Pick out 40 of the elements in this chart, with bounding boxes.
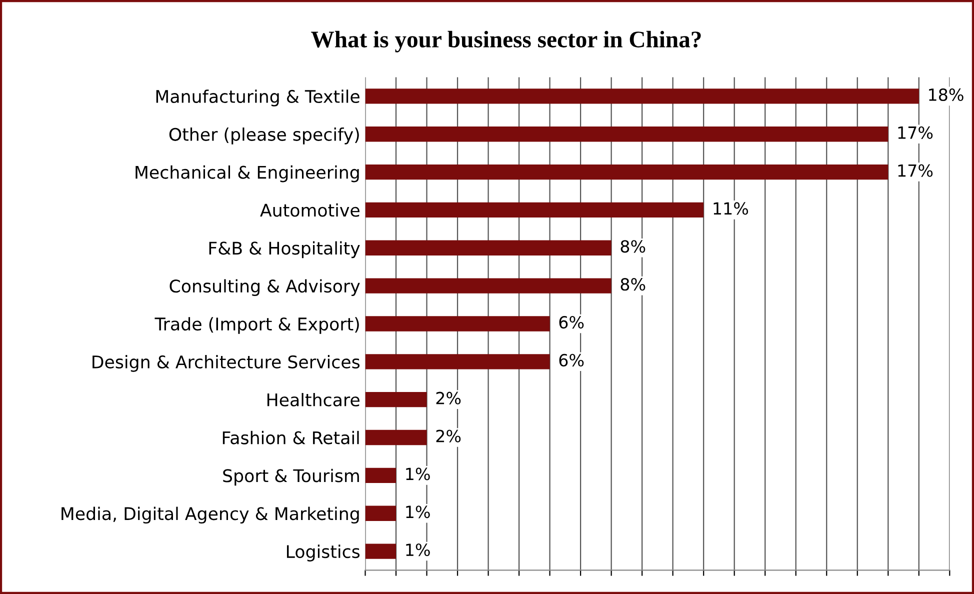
data-label: 8%	[620, 278, 646, 291]
y-tick-label: F&B & Hospitality	[209, 241, 360, 258]
y-tick-label: Healthcare	[267, 392, 360, 406]
bar	[365, 544, 396, 559]
data-label: 17%	[898, 164, 933, 177]
data-label: 1%	[406, 544, 430, 556]
bar	[365, 164, 888, 180]
bar	[365, 278, 612, 294]
data-label: 1%	[406, 468, 430, 480]
y-tick-label: Sport & Tourism	[223, 468, 359, 486]
y-tick-label: Fashion & Retail	[222, 430, 359, 444]
y-tick-label: Logistics	[286, 544, 360, 562]
data-label: 1%	[406, 506, 430, 518]
data-label: 6%	[559, 316, 584, 329]
data-label: 6%	[559, 354, 584, 366]
data-label: 2%	[436, 392, 461, 404]
bar	[365, 430, 427, 446]
data-label: 8%	[620, 240, 646, 253]
data-label: 18%	[929, 88, 964, 102]
bar	[365, 506, 396, 521]
y-tick-label: Manufacturing & Textile	[156, 90, 360, 106]
bar	[365, 316, 550, 332]
y-tick-label: Media, Digital Agency & Marketing	[62, 506, 359, 524]
y-tick-label: Consulting & Advisory	[170, 279, 360, 296]
data-label: 11%	[714, 202, 748, 215]
chart-title: What is your business sector in China?	[311, 30, 701, 52]
bar	[365, 392, 427, 408]
bar	[365, 202, 704, 218]
bar	[365, 88, 919, 104]
y-tick-label: Mechanical & Engineering	[136, 165, 359, 182]
y-tick-label: Design & Architecture Services	[92, 355, 360, 372]
data-label: 17%	[898, 126, 933, 139]
bar	[365, 126, 888, 142]
y-tick-label: Trade (Import & Export)	[154, 317, 359, 334]
bar	[365, 240, 612, 256]
y-tick-label: Other (please specify)	[169, 128, 359, 144]
bar	[365, 468, 396, 484]
y-tick-label: Automotive	[260, 203, 360, 217]
bar	[365, 354, 550, 370]
data-label: 2%	[436, 430, 461, 442]
